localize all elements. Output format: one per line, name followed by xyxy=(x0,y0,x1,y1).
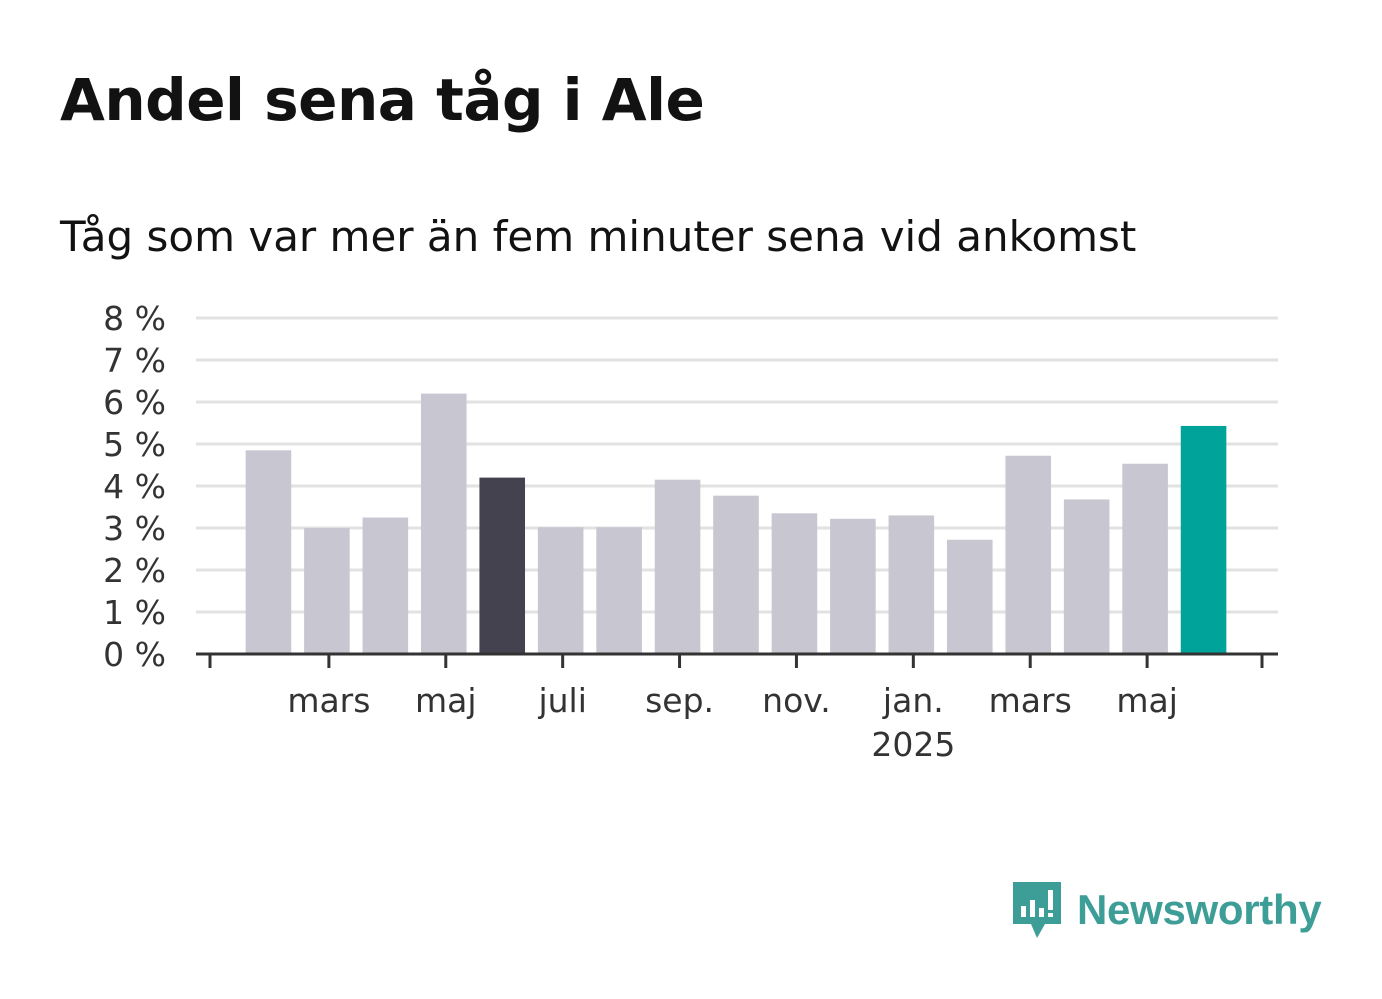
x-tick-label: juli xyxy=(537,681,586,720)
newsworthy-logo: Newsworthy xyxy=(1011,880,1322,940)
bar xyxy=(1063,499,1110,654)
newsworthy-logo-icon xyxy=(1013,882,1061,938)
bar xyxy=(654,479,701,654)
y-tick-label: 0 % xyxy=(103,635,166,674)
bar xyxy=(596,527,642,654)
chart-title: Andel sena tåg i Ale xyxy=(60,66,705,134)
x-tick-label: jan. xyxy=(882,681,944,720)
y-tick-label: 5 % xyxy=(103,425,166,464)
newsworthy-logo-text: Newsworthy xyxy=(1077,886,1322,933)
x-tick-year-label: 2025 xyxy=(871,725,955,764)
bar xyxy=(1122,463,1168,654)
x-tick-label: nov. xyxy=(762,681,831,720)
y-tick-label: 6 % xyxy=(103,383,166,422)
y-tick-label: 2 % xyxy=(103,551,166,590)
bar xyxy=(362,517,409,654)
bar xyxy=(713,495,759,654)
bar xyxy=(537,527,584,654)
x-tick-label: mars xyxy=(287,681,370,720)
bar xyxy=(771,513,818,654)
x-tick-label: sep. xyxy=(645,681,714,720)
axes: 0 %1 %2 %3 %4 %5 %6 %7 %8 % mars maj juli se… xyxy=(103,299,1278,764)
x-tick-label: mars xyxy=(989,681,1072,720)
x-tick-label: maj xyxy=(1116,681,1178,720)
y-tick-label: 8 % xyxy=(103,299,166,338)
bar xyxy=(830,518,876,654)
bar xyxy=(888,515,935,654)
bar xyxy=(304,528,350,654)
y-tick-label: 4 % xyxy=(103,467,166,506)
bar xyxy=(479,477,526,654)
bar xyxy=(946,539,993,654)
y-tick-label: 1 % xyxy=(103,593,166,632)
bar xyxy=(1005,455,1052,654)
y-tick-label: 3 % xyxy=(103,509,166,548)
bar xyxy=(1180,425,1227,654)
bars xyxy=(245,393,1227,654)
bar xyxy=(420,393,467,654)
chart-subtitle: Tåg som var mer än fem minuter sena vid … xyxy=(60,212,1137,261)
bar xyxy=(245,450,292,654)
x-tick-label: maj xyxy=(415,681,477,720)
y-tick-label: 7 % xyxy=(103,341,166,380)
